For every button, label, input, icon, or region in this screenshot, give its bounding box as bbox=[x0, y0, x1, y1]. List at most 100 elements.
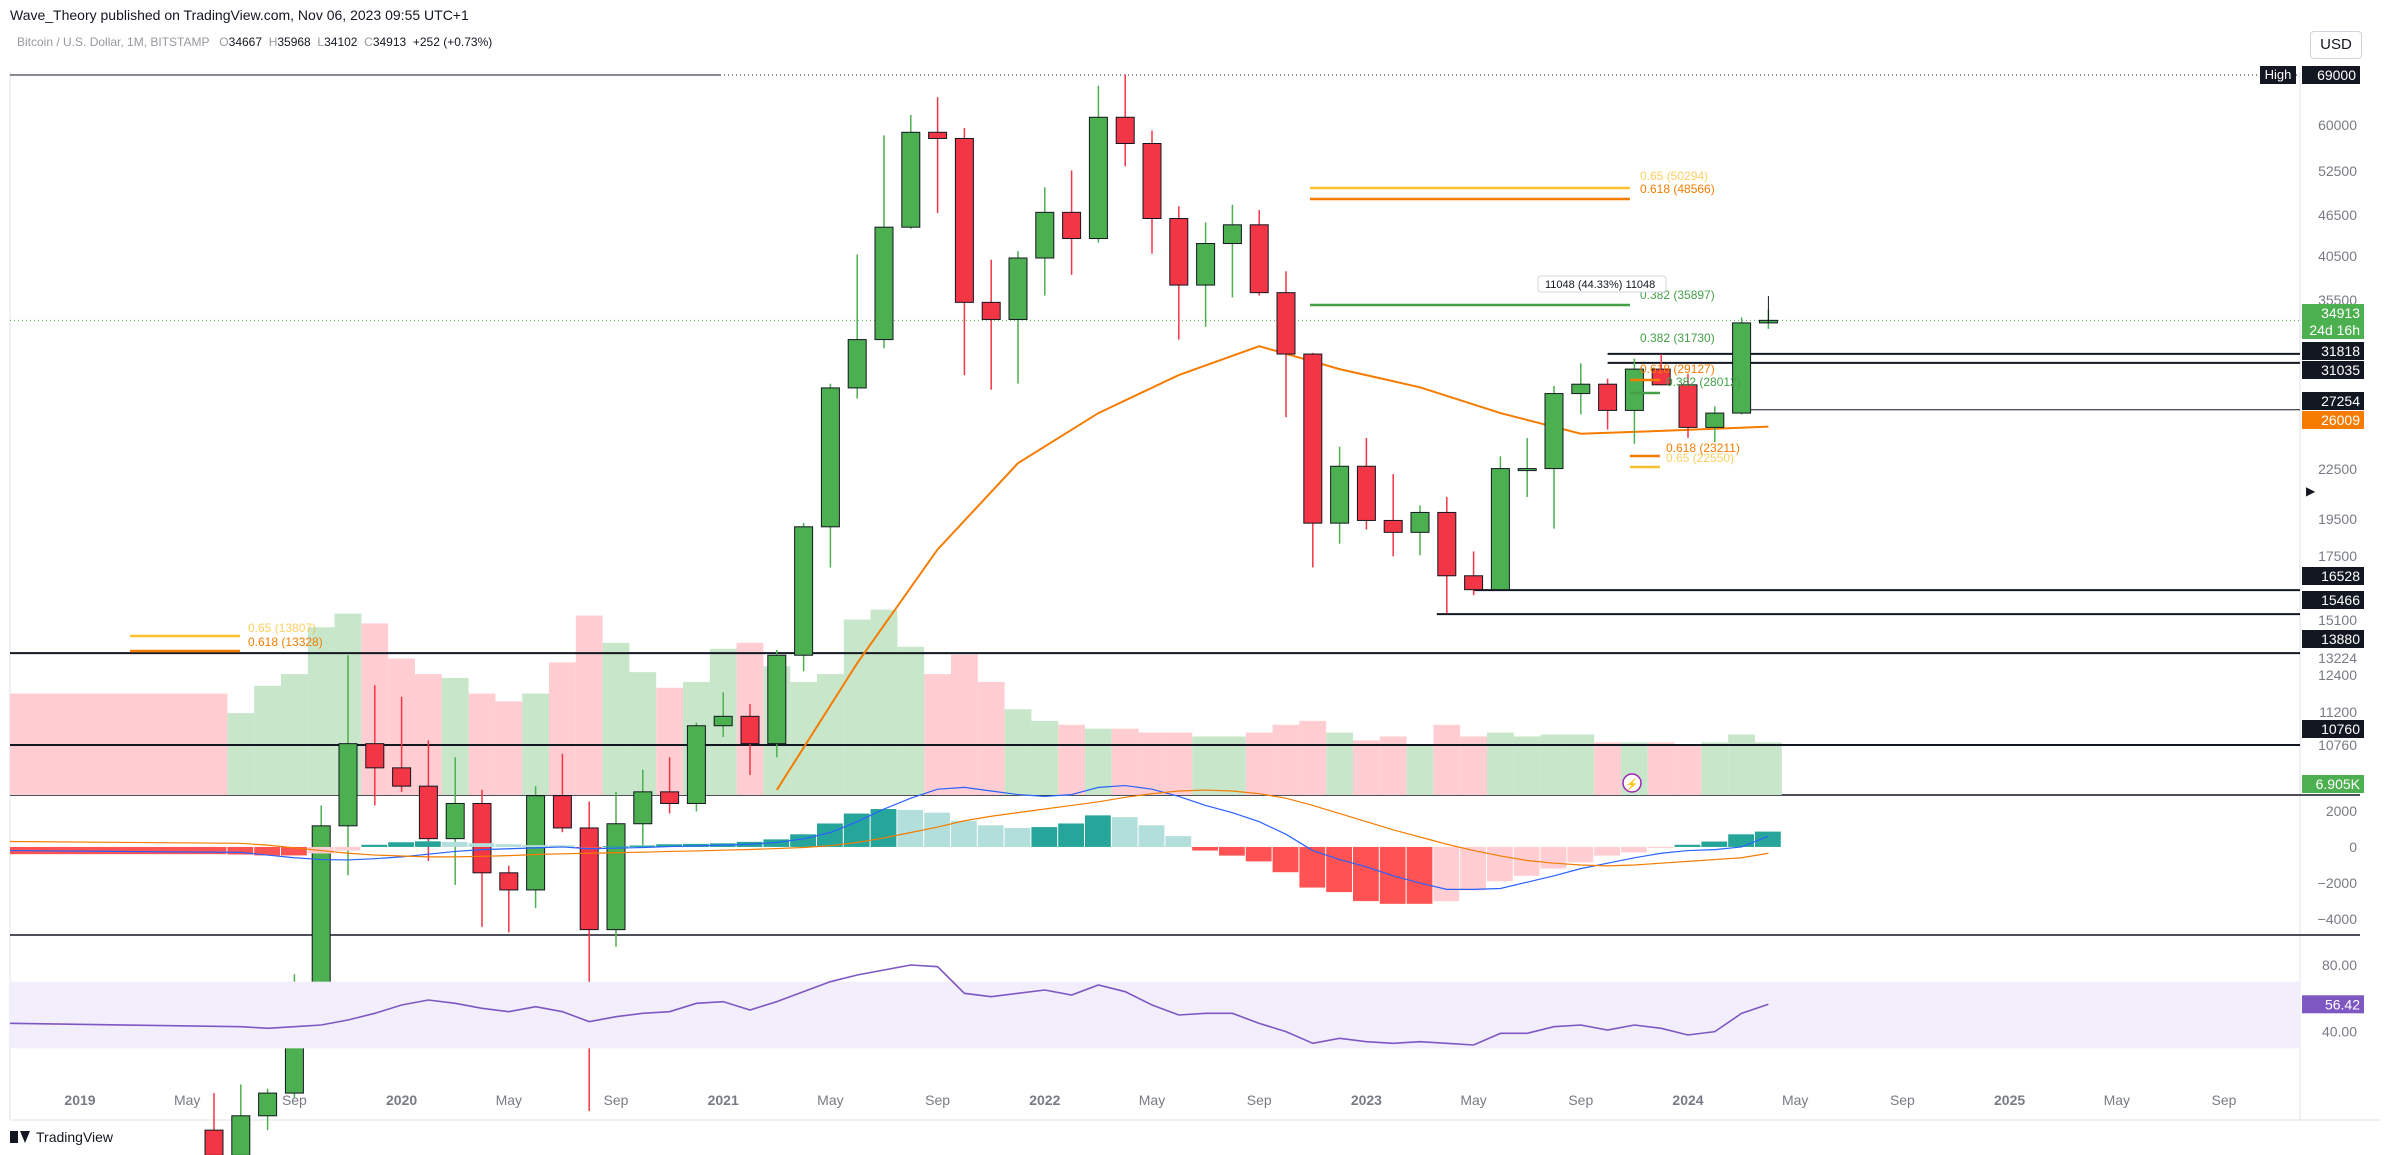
candle-body bbox=[1410, 511, 1430, 533]
rsi-value-box bbox=[2302, 995, 2364, 1014]
price-label-box bbox=[2302, 411, 2364, 429]
candle-body bbox=[1705, 412, 1725, 428]
candle-body bbox=[1356, 465, 1376, 521]
lightning-alert-icon: ⚡ bbox=[1622, 773, 1642, 793]
volume-bar bbox=[1192, 736, 1219, 795]
volume-bar bbox=[1165, 732, 1193, 795]
volume-bar bbox=[1138, 732, 1166, 795]
candle-body bbox=[1490, 468, 1510, 591]
price-label: 31818 bbox=[2321, 343, 2360, 359]
rsi-axis-tick: 40.00 bbox=[2322, 1024, 2357, 1040]
time-axis-tick: 2019 bbox=[64, 1092, 95, 1108]
measure-label-box bbox=[1537, 275, 1667, 293]
price-axis-tick: 46500 bbox=[2318, 207, 2357, 223]
macd-bar bbox=[629, 845, 656, 847]
currency-button[interactable]: USD bbox=[2310, 31, 2362, 59]
fib-label: 0.618 (48566) bbox=[1640, 182, 1715, 196]
macd-bar bbox=[951, 820, 977, 847]
volume-bar bbox=[1085, 728, 1112, 795]
macd-bar bbox=[254, 846, 280, 856]
volume-bar bbox=[1513, 736, 1541, 795]
macd-bar bbox=[495, 844, 522, 847]
candle-body bbox=[1598, 383, 1618, 411]
legend-change: +252 (+0.73%) bbox=[412, 35, 493, 49]
price-label: 10760 bbox=[2321, 721, 2360, 737]
publisher-line: Wave_Theory published on TradingView.com… bbox=[10, 7, 469, 23]
time-axis-tick: May bbox=[1782, 1092, 1808, 1108]
footer-brand: TradingView bbox=[36, 1129, 114, 1145]
volume-bar bbox=[843, 619, 871, 795]
candle-body bbox=[1732, 322, 1752, 414]
volume-bar bbox=[1379, 736, 1407, 795]
volume-bar bbox=[575, 615, 603, 795]
candle-body bbox=[874, 226, 894, 341]
legend-close-label: C bbox=[364, 35, 373, 49]
volume-bar bbox=[977, 681, 1005, 795]
price-label-box bbox=[2302, 591, 2364, 609]
price-axis-tick: 11200 bbox=[2319, 704, 2357, 720]
volume-bar bbox=[227, 713, 255, 795]
candle-body bbox=[1169, 218, 1189, 286]
macd-line bbox=[9, 784, 1769, 890]
macd-bar bbox=[575, 846, 602, 848]
candle-body bbox=[1249, 224, 1269, 294]
candle-body bbox=[1062, 211, 1082, 240]
time-axis-tick: 2022 bbox=[1029, 1092, 1060, 1108]
candle-body bbox=[499, 872, 519, 891]
macd-bar bbox=[1621, 846, 1647, 853]
fib-label: 0.382 (31730) bbox=[1640, 331, 1715, 345]
macd-bar bbox=[977, 825, 1004, 847]
candle-body bbox=[1222, 224, 1242, 245]
volume-bar bbox=[1219, 736, 1246, 795]
volume-bar bbox=[1674, 744, 1702, 795]
time-axis-tick: 2020 bbox=[386, 1092, 417, 1108]
macd-bar bbox=[1353, 846, 1379, 902]
volume-bar bbox=[1058, 724, 1085, 795]
macd-axis-tick: 2000 bbox=[2326, 803, 2357, 819]
volume-bar bbox=[1701, 742, 1729, 795]
time-axis-tick: Sep bbox=[282, 1092, 307, 1108]
macd-histogram bbox=[10, 809, 1781, 904]
volume-bar bbox=[1004, 709, 1032, 795]
high-marker: High 69000 bbox=[2260, 66, 2360, 84]
price-label: 6.905K bbox=[2316, 776, 2361, 792]
price-axis-tick: 60000 bbox=[2318, 117, 2357, 133]
footer: TradingView bbox=[10, 1129, 113, 1145]
candle-body bbox=[579, 827, 599, 931]
time-axis-tick: Sep bbox=[604, 1092, 629, 1108]
macd-bar bbox=[1540, 846, 1567, 869]
macd-axis: 2000 0 −2000 −4000 bbox=[2318, 803, 2358, 927]
candle-body bbox=[901, 131, 921, 228]
time-axis-tick: May bbox=[1139, 1092, 1165, 1108]
price-label: 26009 bbox=[2321, 412, 2360, 428]
candle-body bbox=[1196, 243, 1216, 286]
candle-body bbox=[794, 526, 814, 656]
volume-bar bbox=[870, 609, 898, 795]
candle-body bbox=[552, 795, 572, 829]
price-axis-tick: 19500 bbox=[2318, 511, 2357, 527]
macd-bar bbox=[817, 823, 843, 847]
volume-bar bbox=[307, 627, 335, 795]
macd-bar bbox=[388, 842, 414, 847]
macd-bar bbox=[10, 846, 227, 855]
macd-bar bbox=[924, 812, 950, 847]
price-label-box bbox=[2302, 775, 2364, 793]
candle-body bbox=[1330, 465, 1350, 524]
candle-body bbox=[418, 785, 438, 840]
volume-bar bbox=[602, 642, 630, 795]
macd-bar bbox=[281, 846, 307, 856]
price-axis-tick: 52500 bbox=[2318, 163, 2357, 179]
time-axis-tick: May bbox=[174, 1092, 200, 1108]
time-axis-tick: Sep bbox=[925, 1092, 950, 1108]
macd-bar bbox=[1487, 846, 1513, 882]
chart-legend: Bitcoin / U.S. Dollar, 1M, BITSTAMP O346… bbox=[17, 35, 492, 49]
price-axis-tick: 12400 bbox=[2318, 667, 2357, 683]
volume-bar bbox=[1111, 728, 1139, 795]
volume-bar bbox=[495, 701, 523, 795]
macd-bar bbox=[1085, 815, 1111, 847]
macd-bar bbox=[1433, 846, 1460, 902]
time-axis-tick: Sep bbox=[1568, 1092, 1593, 1108]
candle-body bbox=[1544, 393, 1564, 470]
candles bbox=[204, 74, 1778, 1155]
